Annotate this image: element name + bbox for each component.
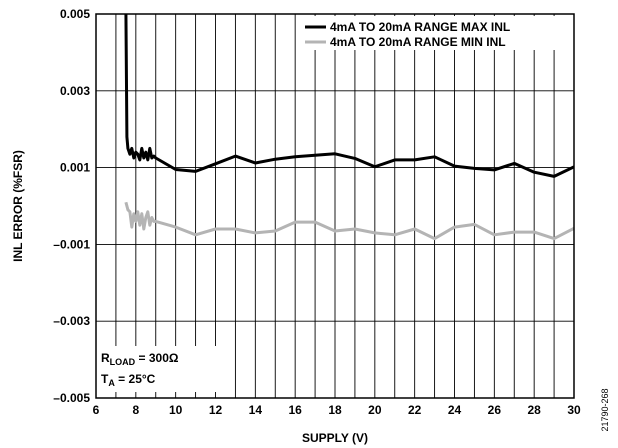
- x-tick-label: 28: [527, 403, 541, 417]
- rload-subscript: LOAD: [110, 357, 136, 367]
- y-tick-label: –0.005: [53, 391, 90, 405]
- rload-value: = 300Ω: [135, 351, 179, 365]
- conditions-annotation: RLOAD = 300Ω TA = 25°C: [98, 346, 216, 392]
- legend-background: [300, 16, 572, 50]
- legend-label-max-inl: 4mA TO 20mA RANGE MAX INL: [330, 20, 510, 34]
- legend-label-min-inl: 4mA TO 20mA RANGE MIN INL: [330, 35, 506, 49]
- x-tick-label: 20: [368, 403, 382, 417]
- x-tick-label: 30: [567, 403, 581, 417]
- x-tick-label: 26: [488, 403, 502, 417]
- tick-labels: 6 8 10 12 14 16 18 20 22 24 26 28 30 –0.005 –0.003 –0.0…: [53, 7, 581, 417]
- y-tick-label: –0.003: [53, 314, 90, 328]
- series-layer: [124, 14, 574, 241]
- series-line-max-inl: [124, 14, 574, 178]
- x-tick-label: 14: [249, 403, 263, 417]
- rload-symbol: R: [101, 351, 110, 365]
- ta-annotation: TA = 25°C: [101, 372, 156, 388]
- x-tick-label: 10: [169, 403, 183, 417]
- y-tick-label: 0.003: [60, 84, 90, 98]
- plot-border: [95, 13, 575, 399]
- ta-subscript: A: [108, 378, 115, 388]
- figure-id: 21790-268: [600, 388, 610, 431]
- rload-annotation: RLOAD = 300Ω: [101, 351, 179, 367]
- ta-value: = 25°C: [115, 372, 156, 386]
- series-line-min-inl: [124, 201, 574, 241]
- x-axis-title: SUPPLY (V): [302, 431, 368, 445]
- x-tick-label: 6: [93, 403, 100, 417]
- x-tick-label: 12: [209, 403, 223, 417]
- y-tick-label: 0.005: [60, 7, 90, 21]
- annotation-background: [98, 346, 216, 392]
- grid: [96, 14, 574, 398]
- x-tick-label: 24: [448, 403, 462, 417]
- ta-symbol: T: [101, 372, 109, 386]
- x-tick-label: 18: [328, 403, 342, 417]
- legend: 4mA TO 20mA RANGE MAX INL 4mA TO 20mA RA…: [300, 16, 572, 50]
- y-tick-label: –0.001: [53, 237, 90, 251]
- x-tick-label: 16: [288, 403, 302, 417]
- x-tick-label: 8: [132, 403, 139, 417]
- x-tick-label: 22: [408, 403, 422, 417]
- y-axis-title: INL ERROR (%FSR): [11, 150, 25, 262]
- y-tick-label: 0.001: [60, 161, 90, 175]
